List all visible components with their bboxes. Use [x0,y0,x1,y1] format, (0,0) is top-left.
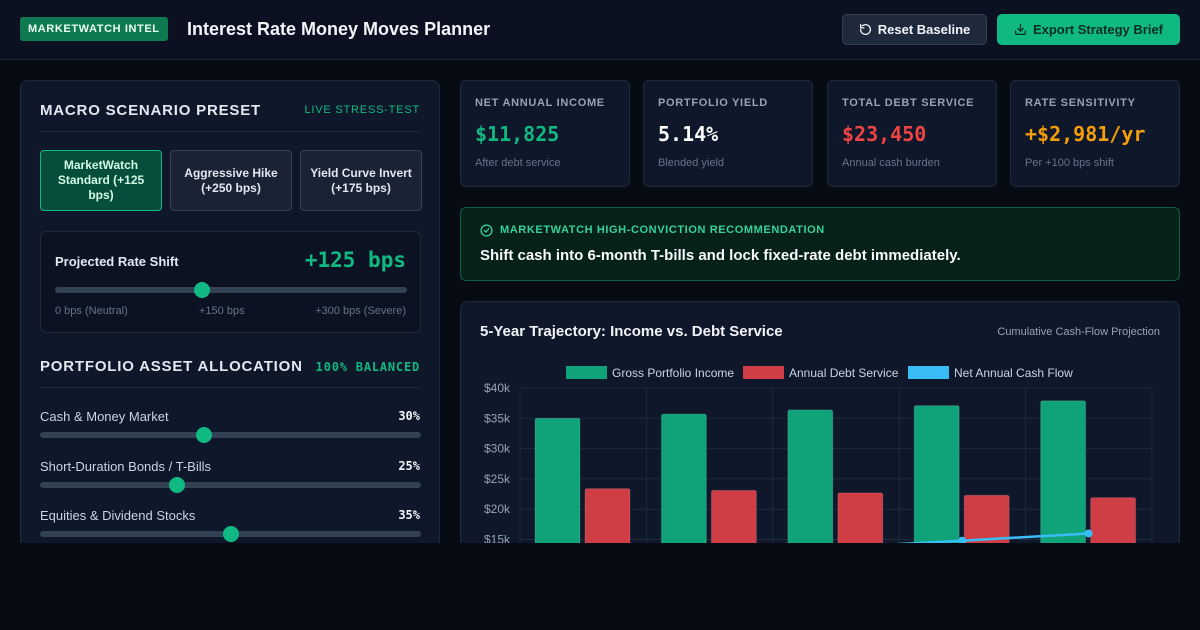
alloc-label-equities: Equities & Dividend Stocks [40,508,196,523]
y-tick-label: $25k [484,472,511,486]
recommendation-banner: MARKETWATCH HIGH-CONVICTION RECOMMENDATI… [460,207,1180,281]
alloc-pct-cash: 30% [398,409,420,423]
allocation-balanced-tag: 100% BALANCED [315,360,420,374]
y-tick-label: $30k [484,442,511,456]
refresh-icon [859,23,871,35]
y-tick-label: $35k [484,411,511,425]
kpi-label: PORTFOLIO YIELD [658,97,768,109]
alloc-label-bonds: Short-Duration Bonds / T-Bills [40,459,211,474]
line-net-cash-flow [895,532,1089,543]
alloc-pct-bonds: 25% [398,459,420,473]
app-title: Interest Rate Money Moves Planner [187,19,491,39]
preset-aggressive-hike[interactable]: Aggressive Hike (+250 bps) [170,150,292,211]
preset-yield-curve-invert[interactable]: Yield Curve Invert (+175 bps) [300,150,422,211]
kpi-label: NET ANNUAL INCOME [475,97,605,109]
main-content: MACRO SCENARIO PRESET LIVE STRESS-TEST M… [0,60,1200,543]
legend-swatch [566,366,607,379]
brand-badge: MARKETWATCH INTEL [20,17,168,41]
legend-label: Net Annual Cash Flow [954,366,1073,380]
export-strategy-label: Export Strategy Brief [1032,22,1164,37]
rate-shift-label: Projected Rate Shift [55,254,179,269]
alloc-slider-equities-thumb[interactable] [222,526,239,542]
alloc-slider-equities[interactable] [40,526,421,542]
scenario-title: MACRO SCENARIO PRESET [40,102,261,119]
bar [584,488,631,543]
kpi-value: $23,450 [842,122,927,146]
preset-marketwatch-standard[interactable]: MarketWatch Standard (+125 bps) [40,150,162,211]
rate-shift-box: Projected Rate Shift +125 bps 0 bps (Neu… [40,231,421,333]
kpi-value: 5.14% [658,122,719,146]
kpi-label: RATE SENSITIVITY [1025,97,1136,109]
rate-shift-slider[interactable] [55,282,407,298]
legend-label: Annual Debt Service [789,366,899,380]
kpi-total-debt-service: TOTAL DEBT SERVICE $23,450 Annual cash b… [827,80,997,187]
rate-tick-mid: +150 bps [199,305,245,317]
legend-swatch [743,366,784,379]
rate-shift-slider-thumb[interactable] [193,282,210,298]
bar [660,413,707,543]
recommendation-text: Shift cash into 6-month T-bills and lock… [480,247,961,264]
reset-baseline-button[interactable]: Reset Baseline [842,14,987,45]
kpi-caption: Blended yield [658,157,725,169]
kpi-label: TOTAL DEBT SERVICE [842,97,975,109]
kpi-value: $11,825 [475,122,560,146]
recommendation-kicker: MARKETWATCH HIGH-CONVICTION RECOMMENDATI… [500,224,825,236]
bar [913,405,960,543]
bar [787,409,834,543]
kpi-caption: Annual cash burden [842,157,940,169]
allocation-title: PORTFOLIO ASSET ALLOCATION [40,358,303,375]
kpi-rate-sensitivity: RATE SENSITIVITY +$2,981/yr Per +100 bps… [1010,80,1180,187]
kpi-portfolio-yield: PORTFOLIO YIELD 5.14% Blended yield [643,80,813,187]
live-stress-test-tag: LIVE STRESS-TEST [304,104,420,116]
trajectory-chart: $40k $35k $30k $25k $20k $15k Gross Portfolio … [484,366,1153,544]
trajectory-chart-card: 5-Year Trajectory: Income vs. Debt Servi… [460,301,1180,543]
bar [710,489,757,543]
divider [40,131,421,132]
bar [963,494,1010,543]
bar [534,417,581,543]
chart-title: 5-Year Trajectory: Income vs. Debt Servi… [480,323,783,340]
export-strategy-button[interactable]: Export Strategy Brief [997,14,1180,45]
alloc-pct-equities: 35% [398,508,420,522]
alloc-slider-bonds[interactable] [40,477,421,493]
top-bar: MARKETWATCH INTEL Interest Rate Money Mo… [0,0,1200,60]
y-tick-label: $20k [484,502,511,516]
alloc-slider-bonds-thumb[interactable] [169,477,186,493]
alloc-slider-cash-thumb[interactable] [195,427,212,443]
kpi-caption: Per +100 bps shift [1025,157,1114,169]
kpi-value: +$2,981/yr [1025,122,1146,146]
rate-tick-max: +300 bps (Severe) [315,305,406,317]
rate-shift-value: +125 bps [304,248,406,272]
check-circle-icon [480,224,493,237]
line-point [1084,529,1093,538]
reset-baseline-label: Reset Baseline [877,22,971,37]
divider [40,387,421,388]
bar [1090,497,1137,543]
download-icon [1014,23,1026,36]
alloc-label-cash: Cash & Money Market [40,409,169,424]
kpi-net-annual-income: NET ANNUAL INCOME $11,825 After debt ser… [460,80,630,187]
y-tick-label: $15k [484,533,511,544]
bar [1040,400,1087,543]
chart-subtitle: Cumulative Cash-Flow Projection [997,326,1160,338]
left-panel: MACRO SCENARIO PRESET LIVE STRESS-TEST M… [20,80,440,543]
legend-label: Gross Portfolio Income [612,366,734,380]
alloc-slider-cash[interactable] [40,427,421,443]
legend-swatch [908,366,949,379]
bar [837,492,884,543]
y-tick-label: $40k [484,381,511,395]
kpi-caption: After debt service [475,157,561,169]
rate-tick-min: 0 bps (Neutral) [55,305,128,317]
line-point [958,536,967,543]
